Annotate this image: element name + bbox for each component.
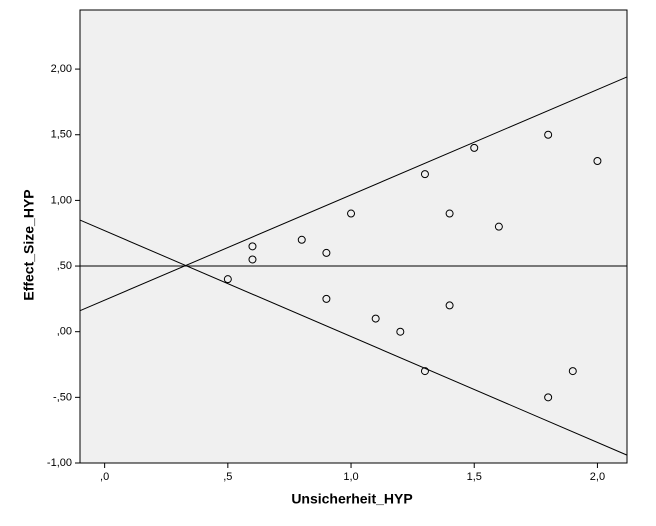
point [445, 209, 454, 218]
point [347, 209, 356, 218]
y-tick-label: 1,00 [51, 194, 72, 206]
point [322, 294, 331, 303]
point [248, 255, 257, 264]
x-tick-label: 2,0 [590, 471, 605, 483]
y-tick-label: -,50 [53, 391, 72, 403]
x-axis-title: Unsicherheit_HYP [291, 491, 412, 507]
y-tick-label: ,00 [57, 326, 72, 338]
point [420, 170, 429, 179]
point [396, 327, 405, 336]
point [322, 248, 331, 257]
y-tick-label: ,50 [57, 260, 72, 272]
point [420, 367, 429, 376]
point [470, 143, 479, 152]
x-tick-label: ,0 [100, 471, 109, 483]
point [445, 301, 454, 310]
reference-line [79, 219, 628, 456]
point [494, 222, 503, 231]
point [568, 367, 577, 376]
point [544, 393, 553, 402]
x-tick-label: 1,0 [343, 471, 358, 483]
point [544, 130, 553, 139]
reference-line [79, 76, 628, 312]
x-tick-label: ,5 [223, 471, 232, 483]
plot-area [79, 9, 628, 464]
y-tick-label: 2,00 [51, 63, 72, 75]
x-tick-label: 1,5 [467, 471, 482, 483]
point [593, 157, 602, 165]
y-axis-title: Effect_Size_HYP [21, 189, 37, 300]
point [223, 275, 232, 284]
point [248, 242, 257, 251]
point [371, 314, 380, 323]
y-tick-label: -1,00 [47, 457, 72, 469]
y-tick-label: 1,50 [51, 129, 72, 141]
point [297, 235, 306, 244]
